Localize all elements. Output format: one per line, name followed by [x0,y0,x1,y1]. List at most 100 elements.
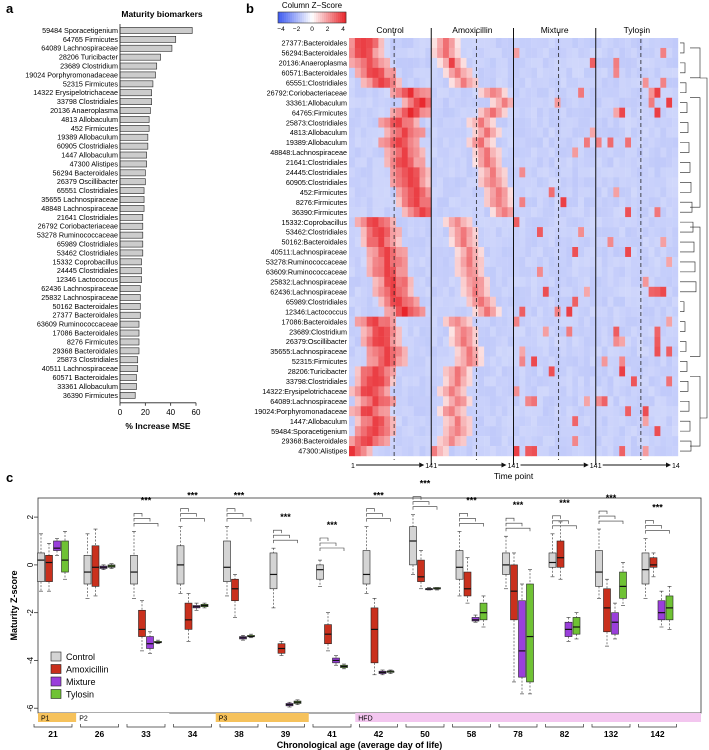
heatmap-cell [613,197,620,208]
heatmap-cell [666,396,673,407]
heatmap-cell [519,177,526,188]
heatmap-cell [572,117,579,128]
heatmap-cell [431,57,438,69]
heatmap-cell [607,256,614,268]
heatmap-cell [390,177,397,188]
heatmap-cell [431,446,438,457]
heatmap-cell [360,197,367,208]
heatmap-cell [501,376,508,387]
heatmap-cell [572,386,579,397]
heatmap-cell [584,436,591,447]
heatmap-cell [607,147,614,158]
heatmap-cell [560,187,567,198]
heatmap-cell [466,446,473,457]
heatmap-cell [525,147,532,158]
heatmap-cell [625,386,632,397]
heatmap-cell [354,386,361,397]
heatmap-cell [654,167,661,178]
color-key-swatch [292,12,295,23]
heatmap-cell [595,107,602,118]
heatmap-cell [460,286,467,297]
heatmap-cell [407,147,414,158]
heatmap-cell [507,356,514,367]
heatmap-cell [401,266,408,278]
heatmap-cell [425,137,432,148]
heatmap-cell [595,147,602,158]
heatmap-cell [648,227,655,238]
box [362,550,371,585]
heatmap-cell [443,197,450,208]
row-label: 21641:Clostridiales [286,158,348,167]
heatmap-cell [666,276,673,288]
heatmap-cell [419,147,426,158]
heatmap-cell [607,416,614,427]
x-tick-label: 60 [192,408,201,417]
heatmap-cell [648,446,655,457]
heatmap-cell [366,356,373,367]
heatmap-cell [366,436,373,447]
heatmap-cell [672,247,679,258]
heatmap-cell [648,286,655,297]
heatmap-cell [501,87,508,98]
box [611,612,619,635]
heatmap-cell [354,57,361,69]
heatmap-cell [401,38,408,49]
heatmap-cell [648,67,655,79]
heatmap-cell [631,237,638,248]
heatmap-cell [495,356,502,367]
heatmap-cell [484,436,491,447]
heatmap-cell [513,436,520,447]
legend-label: Mixture [66,677,96,687]
heatmap-cell [525,406,532,417]
heatmap-cell [507,47,514,59]
heatmap-cell [519,426,526,437]
heatmap-cell [495,167,502,178]
heatmap-cell [378,296,385,307]
heatmap-cell [354,217,361,228]
heatmap-cell [648,296,655,307]
heatmap-cell [537,336,544,347]
heatmap-cell [601,167,608,178]
heatmap-cell [666,217,673,228]
heatmap-cell [425,386,432,397]
heatmap-cell [396,376,403,387]
heatmap-cell [531,336,538,347]
heatmap-cell [372,237,379,248]
heatmap-cell [607,346,614,357]
heatmap-cell [443,426,450,437]
row-label: 19389:Allobaculum [286,138,347,147]
heatmap-cell [484,296,491,307]
heatmap-cell [648,316,655,327]
color-key-tick: −2 [293,26,301,33]
heatmap-cell [672,326,679,337]
heatmap-cell [501,217,508,228]
heatmap-cell [460,227,467,238]
heatmap-cell [584,197,591,208]
heatmap-cell [501,147,508,158]
heatmap-cell [478,87,485,98]
heatmap-cell [560,306,567,317]
heatmap-cell [542,256,549,268]
heatmap-cell [448,217,455,228]
heatmap-cell [525,366,532,377]
heatmap-cell [560,107,567,118]
dendrogram-branch [680,82,687,94]
heatmap-cell [584,107,591,118]
heatmap-cell [560,286,567,297]
heatmap-cell [601,38,608,49]
heatmap-cell [584,207,591,218]
significance-bracket [552,520,569,524]
heatmap-cell [401,47,408,59]
heatmap-cell [349,47,356,59]
heatmap-cell [572,376,579,387]
heatmap-cell [431,416,438,427]
heatmap-cell [413,77,420,88]
heatmap-cell [472,67,479,79]
heatmap-cell [437,47,444,59]
heatmap-cell [560,376,567,387]
heatmap-cell [490,446,497,457]
heatmap-cell [578,97,585,108]
heatmap-cell [578,306,585,317]
heatmap-cell [625,157,632,168]
heatmap-cell [660,177,667,188]
